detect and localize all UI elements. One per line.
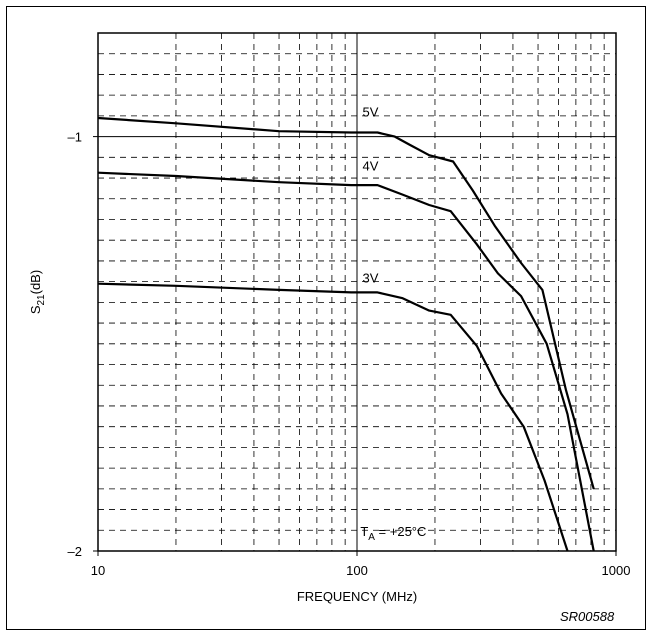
series-label: 5V	[362, 105, 378, 120]
annotation-main: T	[360, 524, 368, 539]
y-axis-label-sub: 21	[36, 294, 47, 306]
x-axis-label: FREQUENCY (MHz)	[297, 589, 417, 604]
y-axis-label: S21(dB)	[28, 270, 47, 314]
series-line	[97, 116, 595, 490]
annotation-sub: A	[368, 532, 375, 543]
x-tick-label: 100	[346, 563, 368, 578]
series-label: 4V	[362, 159, 378, 174]
series-line	[97, 282, 569, 552]
figure-reference: SR00588	[560, 609, 615, 624]
y-axis-label-main: S	[28, 305, 43, 314]
tick-group: 10 100 1000 –1 –2	[68, 130, 631, 578]
series-line	[97, 171, 595, 552]
x-tick-label: 10	[91, 563, 105, 578]
x-tick-label: 1000	[602, 563, 631, 578]
figure-frame	[6, 6, 646, 630]
series-group: 5V 4V 3V	[97, 105, 595, 552]
y-tick-label: –1	[68, 130, 82, 145]
temperature-annotation: TA = +25°C	[360, 524, 426, 543]
y-axis-label-rest: (dB)	[28, 270, 43, 295]
y-tick-label: –2	[68, 544, 82, 559]
annotation-rest: = +25°C	[375, 524, 426, 539]
series-label: 3V	[362, 270, 378, 285]
